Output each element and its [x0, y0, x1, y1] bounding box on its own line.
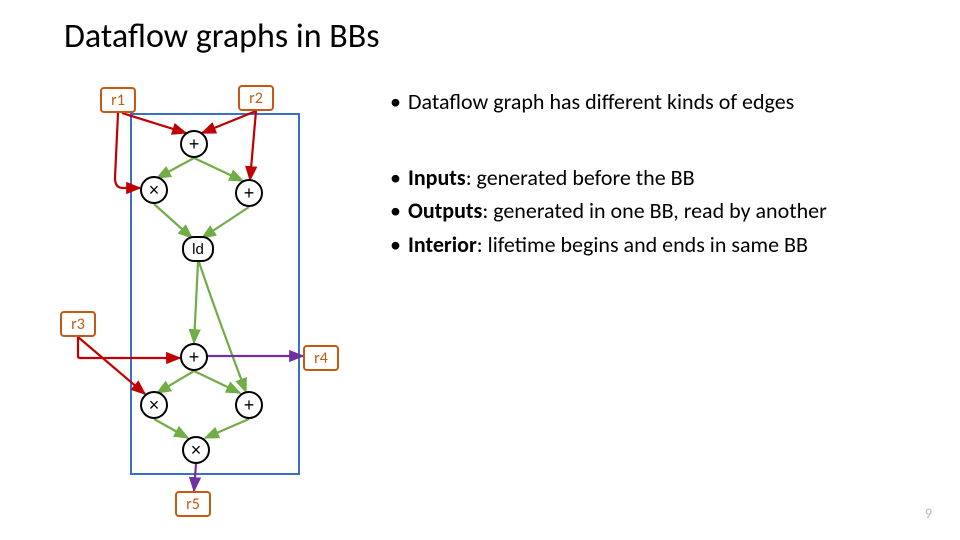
edge	[194, 464, 196, 491]
edge	[122, 113, 186, 133]
register-r3: r3	[60, 311, 96, 337]
bullet-text: Interior: lifetime begins and ends in sa…	[408, 231, 808, 259]
bullet-item: •Inputs: generated before the BB	[390, 164, 935, 192]
op-ld: ld	[182, 236, 214, 262]
bullet-item: •Dataflow graph has different kinds of e…	[390, 88, 935, 116]
op-plus2: +	[235, 179, 263, 207]
op-times2: ×	[140, 391, 168, 419]
edge	[202, 207, 249, 238]
dataflow-diagram: r1 r2 r3 r4 r5 + × + ld + × + ×	[60, 78, 370, 518]
register-r4: r4	[303, 345, 339, 371]
edge	[205, 419, 249, 438]
bullet-dot: •	[390, 164, 408, 192]
edge	[78, 337, 180, 358]
bullet-dot: •	[390, 88, 408, 116]
bullet-item: •Outputs: generated in one BB, read by a…	[390, 197, 935, 225]
register-r1: r1	[100, 87, 136, 113]
op-plus4: +	[235, 391, 263, 419]
bullet-list: •Dataflow graph has different kinds of e…	[390, 88, 935, 264]
register-r2: r2	[238, 85, 274, 111]
bullet-text: Dataflow graph has different kinds of ed…	[408, 88, 794, 116]
edge	[194, 371, 240, 393]
edge	[194, 262, 198, 343]
edge	[157, 158, 194, 178]
edge	[115, 113, 140, 188]
edge	[202, 111, 256, 133]
edge	[157, 371, 194, 393]
edge	[154, 204, 192, 238]
slide-title: Dataflow graphs in BBs	[64, 16, 380, 57]
page-number: 9	[925, 505, 932, 522]
op-plus3: +	[180, 343, 208, 371]
op-times1: ×	[140, 176, 168, 204]
edge	[154, 419, 188, 438]
bullet-text: Outputs: generated in one BB, read by an…	[408, 197, 827, 225]
edge	[194, 158, 243, 181]
edge	[250, 111, 256, 180]
op-plus1: +	[180, 130, 208, 158]
op-times3: ×	[182, 436, 210, 464]
bullet-dot: •	[390, 197, 408, 225]
edge	[78, 337, 145, 394]
edge	[199, 262, 246, 392]
register-r5: r5	[175, 491, 211, 517]
bullet-item: •Interior: lifetime begins and ends in s…	[390, 231, 935, 259]
bullet-text: Inputs: generated before the BB	[408, 164, 695, 192]
edge-layer	[60, 78, 370, 518]
bullet-dot: •	[390, 231, 408, 259]
